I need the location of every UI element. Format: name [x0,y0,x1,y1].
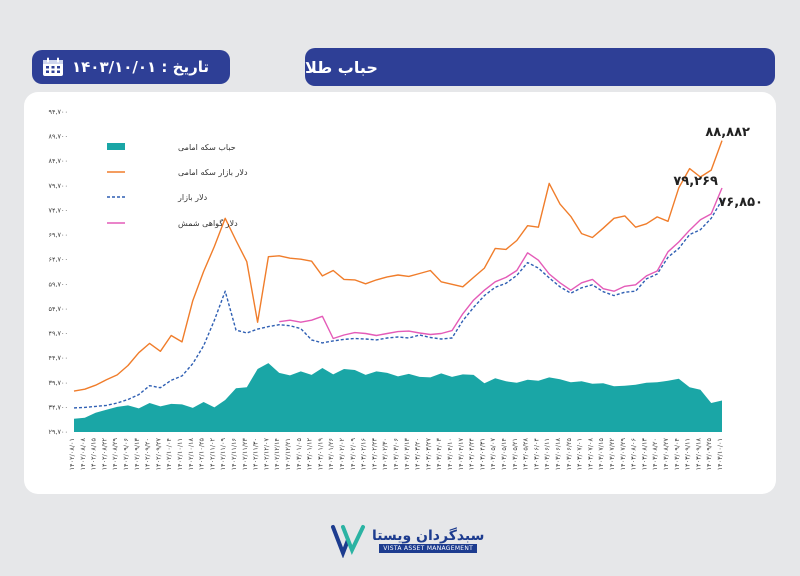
legend-swatch [107,143,125,150]
y-tick-label: ۷۹,۷۰۰ [48,182,68,190]
y-tick-label: ۶۹,۷۰۰ [48,231,68,239]
x-tick-label: ۱۴۰۲/۰۸/۲۲ [100,437,108,470]
x-tick-label: ۱۴۰۳/۰۶/۱۱ [543,438,551,470]
x-tick-label: ۱۴۰۳/۰۸/۱۳ [640,437,648,470]
legend-label: دلار بازار [177,193,208,202]
x-tick-label: ۱۴۰۳/۰۳/۲۷ [424,437,432,470]
x-tick-label: ۱۴۰۲/۱۰/۲۵ [198,437,206,470]
x-tick-label: ۱۴۰۳/۰۵/۱۴ [500,437,508,470]
x-tick-label: ۱۴۰۳/۰۱/۲۶ [327,438,335,470]
x-tick-label: ۱۴۰۳/۰۲/۱۶ [360,438,368,470]
x-tick-label: ۱۴۰۲/۰۸/۰۱ [68,438,76,470]
x-tick-label: ۱۴۰۳/۰۷/۱۵ [597,437,605,470]
x-tick-label: ۱۴۰۳/۰۷/۰۱ [576,438,584,470]
x-tick-label: ۱۴۰۲/۰۹/۲۰ [144,438,152,470]
x-tick-label: ۱۴۰۲/۱۰/۱۸ [187,437,195,470]
x-tick-label: ۱۴۰۳/۱۰/۰۱ [716,438,724,470]
y-tick-label: ۵۴,۷۰۰ [48,305,68,313]
x-tick-label: ۱۴۰۳/۰۶/۰۴ [532,437,540,470]
y-tick-label: ۹۴,۷۰۰ [48,108,68,116]
x-tick-label: ۱۴۰۳/۰۸/۲۰ [651,438,659,470]
x-tick-label: ۱۴۰۳/۰۲/۰۹ [349,437,357,470]
x-tick-label: ۱۴۰۳/۰۵/۲۸ [522,437,530,470]
coin-dollar-line [73,140,723,392]
coin-dollar-end-label: ۸۸,۸۸۲ [705,125,750,140]
x-tick-label: ۱۴۰۳/۰۷/۰۸ [586,437,594,470]
x-tick-label: ۱۴۰۳/۰۹/۱۱ [684,438,692,470]
x-tick-label: ۱۴۰۳/۰۳/۰۶ [392,438,400,470]
x-tick-label: ۱۴۰۳/۰۱/۱۲ [306,437,314,470]
x-tick-label: ۱۴۰۳/۰۹/۱۸ [694,437,702,470]
x-tick-label: ۱۴۰۳/۰۵/۲۱ [511,438,519,470]
x-tick-label: ۱۴۰۲/۰۸/۲۹ [111,437,119,470]
x-tick-label: ۱۴۰۲/۱۱/۱۶ [230,438,238,470]
calendar-icon [43,57,63,76]
x-tick-label: ۱۴۰۳/۰۲/۲۳ [370,437,378,470]
x-tick-label: ۱۴۰۳/۰۶/۱۸ [554,437,562,470]
x-tick-label: ۱۴۰۳/۰۵/۰۷ [489,437,497,470]
x-tick-label: ۱۴۰۳/۰۱/۱۹ [316,437,324,470]
brand-name: سبدگردان ویستا [372,527,485,544]
x-tick-label: ۱۴۰۳/۰۳/۱۳ [403,437,411,470]
x-tick-label: ۱۴۰۳/۰۹/۲۵ [705,437,713,470]
x-tick-label: ۱۴۰۳/۰۴/۲۴ [468,437,476,470]
cert-dollar-line [279,187,723,340]
x-tick-label: ۱۴۰۳/۰۴/۱۰ [446,438,454,470]
y-tick-label: ۶۴,۷۰۰ [48,256,68,264]
x-tick-label: ۱۴۰۳/۰۸/۲۷ [662,437,670,470]
x-tick-label: ۱۴۰۳/۰۴/۳۱ [478,438,486,470]
x-tick-label: ۱۴۰۲/۰۸/۰۸ [79,437,87,470]
x-tick-label: ۱۴۰۳/۰۶/۲۵ [565,437,573,470]
y-tick-label: ۸۹,۷۰۰ [48,133,68,141]
x-tick-label: ۱۴۰۲/۱۲/۲۱ [284,438,292,470]
x-tick-label: ۱۴۰۲/۱۱/۰۲ [208,437,216,470]
y-tick-label: ۸۴,۷۰۰ [48,157,68,165]
x-tick-label: ۱۴۰۲/۱۰/۱۱ [176,438,184,470]
brand-subtitle: VISTA ASSET MANAGEMENT [379,543,478,553]
y-tick-label: ۷۴,۷۰۰ [48,206,68,214]
y-tick-label: ۴۹,۷۰۰ [48,330,68,338]
x-tick-label: ۱۴۰۳/۰۲/۰۲ [338,437,346,470]
legend-label: دلار بازار سکه امامی [178,168,248,177]
x-tick-label: ۱۴۰۲/۱۱/۰۹ [219,437,227,470]
legend-label: دلار گواهی شمش [178,218,238,228]
y-tick-label: ۴۴,۷۰۰ [48,354,68,362]
brand-logo: سبدگردان ویستا VISTA ASSET MANAGEMENT [330,522,484,558]
x-tick-label: ۱۴۰۳/۰۴/۰۳ [435,437,443,470]
y-tick-label: ۳۴,۷۰۰ [48,403,68,411]
x-tick-label: ۱۴۰۳/۰۳/۲۰ [414,438,422,470]
chart-title-banner: حباب طلا [305,48,775,86]
x-tick-label: ۱۴۰۳/۰۹/۰۴ [673,437,681,470]
x-tick-label: ۱۴۰۲/۰۸/۱۵ [90,437,98,470]
y-tick-label: ۳۹,۷۰۰ [48,379,68,387]
x-tick-label: ۱۴۰۳/۰۷/۲۲ [608,437,616,470]
x-tick-label: ۱۴۰۲/۱۰/۰۴ [165,437,173,470]
legend-label: حباب سکه امامی [178,143,236,152]
y-tick-label: ۲۹,۷۰۰ [48,428,68,436]
x-tick-label: ۱۴۰۳/۰۱/۰۵ [295,437,303,470]
bubble-area-series [74,363,722,432]
x-tick-label: ۱۴۰۲/۰۹/۰۶ [122,438,130,470]
report-date: تاریخ : ۱۴۰۳/۱۰/۰۱ [72,58,209,76]
cert-dollar-end-label: ۷۹,۲۶۹ [673,174,718,189]
x-tick-label: ۱۴۰۳/۰۴/۱۷ [457,437,465,470]
x-tick-label: ۱۴۰۲/۱۱/۳۰ [252,438,260,470]
x-tick-label: ۱۴۰۲/۱۲/۱۴ [273,437,281,470]
y-tick-label: ۵۹,۷۰۰ [48,280,68,288]
vista-logo-icon [331,525,365,558]
market-dollar-line [73,199,723,409]
market-dollar-end-label: ۷۶,۸۵۰ [718,195,763,210]
x-tick-label: ۱۴۰۲/۰۹/۲۷ [154,437,162,470]
x-tick-label: ۱۴۰۲/۱۲/۰۷ [262,437,270,470]
x-tick-label: ۱۴۰۲/۱۱/۲۳ [241,437,249,470]
x-tick-label: ۱۴۰۳/۰۲/۳۰ [381,438,389,470]
date-banner: تاریخ : ۱۴۰۳/۱۰/۰۱ [32,50,230,84]
x-tick-label: ۱۴۰۳/۰۸/۰۶ [630,438,638,470]
chart-title: حباب طلا [305,57,378,77]
x-tick-label: ۱۴۰۲/۰۹/۱۳ [133,437,141,470]
x-tick-label: ۱۴۰۳/۰۷/۲۹ [619,437,627,470]
